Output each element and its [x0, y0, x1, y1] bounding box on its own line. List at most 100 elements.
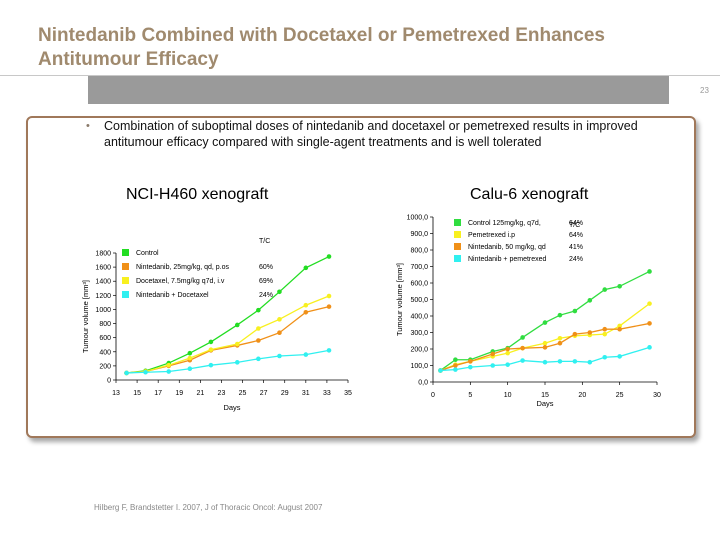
legend-swatch — [454, 243, 461, 250]
legend-label: Nintedanib + pemetrexed — [468, 256, 547, 263]
y-tick-label: 1200 — [95, 293, 111, 300]
y-tick-label: 400,0 — [410, 314, 428, 321]
data-point — [572, 331, 578, 337]
citation: Hilberg F, Brandstetter I. 2007, J of Th… — [94, 503, 323, 512]
data-point — [557, 359, 563, 364]
y-axis-title: Tumour volume [mm³] — [395, 263, 404, 336]
y-tick-label: 800 — [99, 321, 111, 328]
data-point — [647, 301, 652, 306]
y-tick-label: 400 — [99, 349, 111, 356]
data-point — [542, 320, 548, 325]
legend-label: Nintedanib, 25mg/kg, qd, p.os — [136, 264, 230, 271]
y-tick-label: 1000 — [95, 307, 111, 314]
x-tick-label: 17 — [154, 390, 162, 397]
chart-0: 0 200 400 600 800 1000 1200 1400 1600 1800 13 15 17 1… — [81, 238, 352, 412]
chart-title-calu-6: Calu-6 xenograft — [470, 186, 589, 203]
title-divider — [0, 75, 720, 76]
data-point — [277, 317, 282, 322]
data-point — [256, 307, 261, 313]
x-tick-label: 35 — [344, 390, 352, 397]
x-tick-label: 29 — [281, 390, 289, 397]
data-point — [602, 354, 608, 360]
data-point — [587, 359, 593, 365]
data-point — [453, 357, 458, 363]
x-tick-label: 33 — [323, 390, 331, 397]
legend-tc-value: 24% — [259, 292, 273, 299]
legend-label: Control — [136, 250, 159, 257]
data-point — [166, 369, 172, 374]
legend-tc-value: 24% — [569, 256, 583, 263]
y-tick-label: 200,0 — [410, 347, 428, 354]
content-panel — [26, 116, 696, 438]
series-line-2 — [126, 295, 330, 374]
data-point — [647, 269, 652, 274]
data-point — [468, 359, 473, 364]
data-point — [572, 308, 578, 314]
legend-swatch — [122, 249, 129, 256]
data-point — [617, 354, 622, 359]
data-point — [234, 322, 240, 328]
data-point — [468, 364, 473, 370]
data-point — [166, 362, 172, 368]
legend-swatch — [454, 255, 461, 262]
data-point — [208, 339, 214, 345]
data-point — [303, 302, 309, 308]
y-tick-label: 0 — [107, 378, 111, 385]
y-tick-label: 800,0 — [410, 248, 428, 255]
data-point — [187, 366, 193, 372]
series-line-3 — [126, 349, 330, 374]
data-point — [587, 330, 593, 335]
data-point — [303, 309, 309, 315]
data-point — [256, 356, 261, 362]
x-tick-label: 23 — [218, 390, 226, 397]
legend-swatch — [454, 231, 461, 238]
bullet-text: Combination of suboptimal doses of ninte… — [104, 119, 638, 149]
data-point — [617, 284, 622, 289]
data-point — [208, 362, 214, 368]
header-banner — [88, 76, 669, 104]
page-number: 23 — [700, 86, 709, 95]
x-tick-label: 19 — [175, 390, 183, 397]
x-tick-label: 25 — [616, 392, 624, 399]
data-point — [326, 293, 332, 299]
y-tick-label: 200 — [99, 363, 111, 370]
data-point — [326, 304, 332, 309]
data-point — [187, 350, 193, 356]
data-point — [326, 348, 332, 353]
data-point — [234, 360, 240, 365]
data-point — [542, 359, 548, 365]
x-tick-label: 27 — [260, 390, 268, 397]
data-point — [647, 321, 652, 326]
x-tick-label: 20 — [578, 392, 586, 399]
data-point — [557, 312, 563, 318]
legend-swatch — [122, 291, 129, 298]
y-tick-label: 100,0 — [410, 363, 428, 370]
data-point — [557, 335, 563, 341]
data-point — [505, 350, 510, 356]
legend-tc-value: 69% — [259, 278, 273, 285]
legend-label: Nintedanib + Docetaxel — [136, 292, 209, 299]
x-tick-label: 15 — [541, 392, 549, 399]
legend-label: Pemetrexed i.p — [468, 232, 515, 239]
y-tick-label: 600 — [99, 335, 111, 342]
x-tick-label: 31 — [302, 390, 310, 397]
data-point — [438, 368, 443, 373]
y-tick-label: 600,0 — [410, 281, 428, 288]
legend-swatch — [122, 277, 129, 284]
data-point — [617, 326, 622, 332]
data-point — [505, 346, 510, 352]
legend-swatch — [454, 219, 461, 226]
legend-tc-value: 41% — [569, 244, 583, 251]
data-point — [572, 359, 578, 364]
data-point — [303, 352, 309, 357]
legend-label: Docetaxel, 7.5mg/kg q7d, i.v — [136, 278, 225, 285]
data-point — [208, 347, 214, 352]
y-tick-label: 700,0 — [410, 264, 428, 271]
data-point — [234, 341, 240, 347]
data-point — [520, 345, 525, 351]
y-tick-label: 300,0 — [410, 330, 428, 337]
data-point — [277, 353, 282, 359]
data-point — [187, 355, 193, 361]
data-point — [520, 358, 525, 363]
bullet-icon: • — [86, 120, 90, 132]
